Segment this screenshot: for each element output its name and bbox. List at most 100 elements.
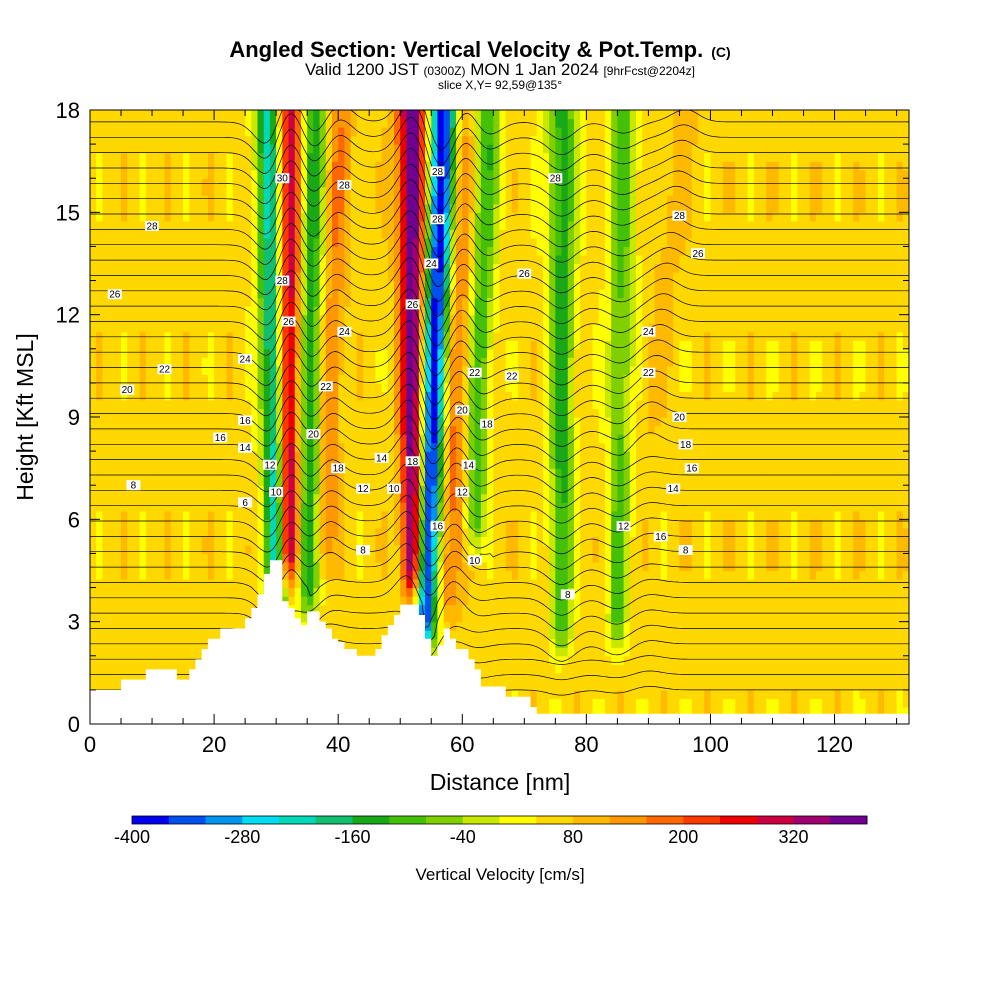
- field-cell: [474, 655, 482, 665]
- field-cell: [313, 604, 321, 614]
- field-cell: [238, 203, 246, 213]
- field-cell: [102, 468, 110, 478]
- field-cell: [90, 587, 97, 597]
- field-cell: [319, 493, 327, 503]
- field-cell: [139, 382, 147, 393]
- field-cell: [493, 169, 501, 179]
- field-cell: [400, 357, 408, 367]
- field-cell: [499, 604, 507, 614]
- field-cell: [214, 220, 221, 230]
- field-cell: [133, 212, 141, 222]
- field-cell: [269, 169, 277, 179]
- field-cell: [152, 331, 159, 341]
- field-cell: [276, 110, 283, 120]
- field-cell: [344, 638, 352, 648]
- field-cell: [468, 493, 476, 503]
- field-cell: [102, 417, 110, 427]
- field-cell: [214, 152, 221, 162]
- field-cell: [300, 561, 308, 572]
- field-cell: [462, 434, 470, 444]
- field-cell: [226, 374, 234, 384]
- field-cell: [158, 587, 166, 597]
- field-cell: [300, 331, 308, 341]
- field-cell: [294, 331, 302, 341]
- field-cell: [431, 280, 439, 290]
- field-cell: [176, 468, 184, 478]
- field-cell: [269, 237, 277, 248]
- field-cell: [437, 323, 445, 333]
- field-cell: [189, 144, 197, 154]
- field-cell: [344, 391, 352, 401]
- field-cell: [269, 374, 277, 384]
- field-cell: [369, 289, 376, 299]
- field-cell: [493, 212, 501, 222]
- field-cell: [449, 365, 457, 375]
- field-cell: [425, 630, 432, 640]
- field-cell: [127, 331, 135, 341]
- field-cell: [189, 374, 197, 384]
- field-cell: [363, 630, 370, 640]
- field-cell: [176, 263, 184, 273]
- field-cell: [456, 587, 463, 597]
- field-cell: [145, 331, 153, 341]
- field-cell: [505, 297, 513, 307]
- field-cell: [300, 246, 308, 256]
- field-cell: [437, 254, 445, 265]
- field-cell: [394, 596, 401, 606]
- field-cell: [96, 596, 103, 606]
- field-cell: [499, 246, 507, 256]
- field-cell: [152, 237, 159, 248]
- field-cell: [319, 579, 327, 589]
- field-cell: [425, 229, 432, 239]
- field-cell: [505, 621, 513, 631]
- field-cell: [331, 596, 339, 606]
- field-cell: [183, 630, 190, 640]
- field-cell: [319, 289, 327, 299]
- field-cell: [499, 527, 507, 537]
- field-cell: [344, 553, 352, 563]
- field-cell: [96, 587, 103, 597]
- field-cell: [127, 502, 135, 512]
- field-cell: [505, 604, 513, 614]
- field-cell: [363, 527, 370, 537]
- field-cell: [425, 561, 432, 572]
- field-cell: [462, 382, 470, 393]
- field-cell: [493, 340, 501, 350]
- field-cell: [369, 425, 376, 435]
- field-cell: [232, 357, 240, 367]
- field-cell: [96, 527, 103, 537]
- field-cell: [245, 220, 252, 230]
- field-cell: [139, 229, 147, 239]
- field-cell: [276, 254, 283, 265]
- field-cell: [400, 468, 408, 478]
- field-cell: [375, 579, 383, 589]
- field-cell: [207, 519, 215, 529]
- field-cell: [350, 323, 358, 333]
- field-cell: [363, 152, 370, 162]
- field-cell: [164, 459, 172, 469]
- field-cell: [487, 570, 494, 580]
- field-cell: [220, 212, 228, 222]
- field-cell: [480, 323, 488, 333]
- field-cell: [170, 596, 178, 606]
- field-cell: [511, 434, 519, 444]
- field-cell: [232, 561, 240, 572]
- field-cell: [468, 502, 476, 512]
- field-cell: [183, 203, 190, 213]
- field-cell: [462, 203, 470, 213]
- field-cell: [232, 365, 240, 375]
- field-cell: [269, 212, 277, 222]
- field-cell: [108, 144, 116, 154]
- field-cell: [139, 451, 147, 461]
- field-cell: [114, 399, 122, 410]
- field-cell: [238, 118, 246, 128]
- field-cell: [387, 570, 395, 580]
- field-cell: [431, 570, 439, 580]
- field-cell: [195, 638, 203, 648]
- field-cell: [363, 212, 370, 222]
- field-cell: [170, 553, 178, 563]
- field-cell: [394, 536, 401, 546]
- field-cell: [443, 297, 451, 307]
- field-cell: [195, 331, 203, 341]
- field-cell: [331, 510, 339, 520]
